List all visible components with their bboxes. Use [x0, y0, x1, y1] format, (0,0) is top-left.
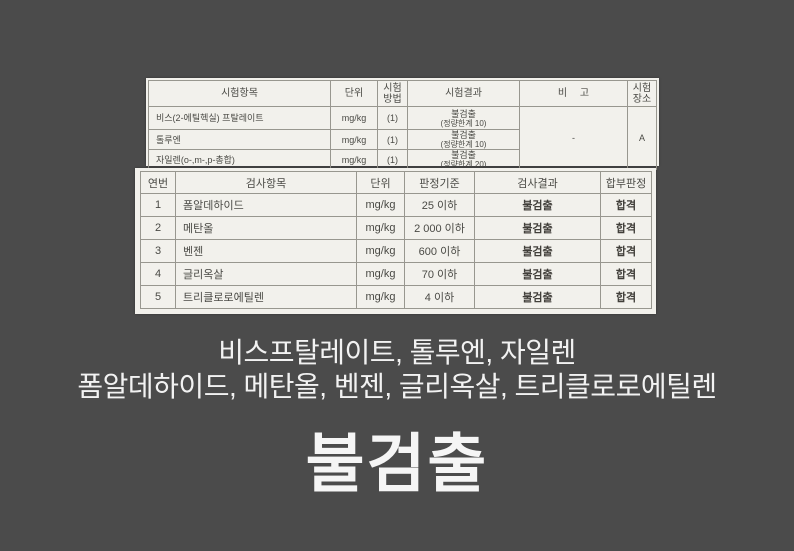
table-row: 비스(2-에틸헥실) 프탈레이트 mg/kg (1) 불검출 (정량한계 10)… [148, 106, 657, 170]
cell-inspection-item: 트리클로로에틸렌 [175, 285, 357, 309]
cell-method: (1) [377, 149, 408, 170]
test-result-table: 시험항목 단위 시험 방법 시험결과 비 고 시험 장소 비스(2-에틸헥실) … [148, 80, 657, 170]
cell-unit: mg/kg [356, 262, 405, 286]
header-unit: 단위 [330, 80, 378, 107]
cell-no: 5 [140, 285, 176, 309]
result-value: 불검출 [451, 150, 476, 161]
table-row: 1 폼알데하이드 mg/kg 25 이하 불검출 합격 [140, 193, 652, 217]
scan-test-report-bottom: 연번 검사항목 단위 판정기준 검사결과 합부판정 1 폼알데하이드 mg/kg… [135, 168, 656, 314]
cell-unit: mg/kg [330, 149, 378, 170]
table-row: 톨루엔 mg/kg (1) 불검출 (정량한계 10) [148, 129, 657, 150]
cell-criteria: 4 이하 [404, 285, 475, 309]
cell-test-item: 톨루엔 [148, 129, 331, 150]
cell-criteria: 2 000 이하 [404, 216, 475, 240]
cell-no: 1 [140, 193, 176, 217]
cell-result: 불검출 [474, 285, 601, 309]
table-row: 2 메탄올 mg/kg 2 000 이하 불검출 합격 [140, 216, 652, 240]
cell-unit: mg/kg [356, 193, 405, 217]
header-no: 연번 [140, 171, 176, 194]
cell-result: 불검출 (정량한계 20) [407, 149, 520, 170]
cell-no: 3 [140, 239, 176, 263]
table-row: 3 벤젠 mg/kg 600 이하 불검출 합격 [140, 239, 652, 263]
cell-result: 불검출 (정량한계 10) [407, 129, 520, 150]
cell-method: (1) [377, 106, 408, 130]
header-test-location: 시험 장소 [627, 80, 657, 107]
cell-verdict: 합격 [600, 239, 652, 263]
cell-unit: mg/kg [356, 285, 405, 309]
cell-result: 불검출 [474, 193, 601, 217]
result-value: 불검출 [451, 130, 476, 141]
header-verdict: 합부판정 [600, 171, 652, 194]
result-value: 불검출 [451, 108, 476, 119]
cell-verdict: 합격 [600, 285, 652, 309]
header-test-result: 시험결과 [407, 80, 520, 107]
inspection-result-table: 연번 검사항목 단위 판정기준 검사결과 합부판정 1 폼알데하이드 mg/kg… [140, 171, 652, 309]
result-limit: (정량한계 20) [440, 160, 487, 169]
header-test-item: 시험항목 [148, 80, 331, 107]
cell-verdict: 합격 [600, 216, 652, 240]
table-row: 4 글리옥살 mg/kg 70 이하 불검출 합격 [140, 262, 652, 286]
cell-remark: - [519, 106, 628, 170]
cell-result: 불검출 [474, 216, 601, 240]
cell-inspection-item: 벤젠 [175, 239, 357, 263]
cell-no: 2 [140, 216, 176, 240]
header-test-method: 시험 방법 [377, 80, 408, 107]
table-header-row: 시험항목 단위 시험 방법 시험결과 비 고 시험 장소 [148, 80, 657, 107]
cell-criteria: 600 이하 [404, 239, 475, 263]
header-inspection-item: 검사항목 [175, 171, 357, 194]
cell-unit: mg/kg [356, 239, 405, 263]
result-limit: (정량한계 10) [440, 118, 487, 128]
header-criteria: 판정기준 [404, 171, 475, 194]
cell-result: 불검출 [474, 239, 601, 263]
cell-verdict: 합격 [600, 262, 652, 286]
caption-line-2: 폼알데하이드, 메탄올, 벤젠, 글리옥살, 트리클로로에틸렌 [77, 371, 717, 402]
cell-test-item: 비스(2-에틸헥실) 프탈레이트 [148, 106, 331, 130]
scan-test-report-top: 시험항목 단위 시험 방법 시험결과 비 고 시험 장소 비스(2-에틸헥실) … [146, 78, 659, 170]
substance-caption: 비스프탈레이트, 톨루엔, 자일렌 폼알데하이드, 메탄올, 벤젠, 글리옥살,… [0, 336, 794, 404]
cell-verdict: 합격 [600, 193, 652, 217]
cell-location: A [627, 106, 657, 170]
not-detected-headline: 불검출 [305, 428, 489, 500]
caption-line-1: 비스프탈레이트, 톨루엔, 자일렌 [218, 337, 576, 368]
cell-inspection-item: 메탄올 [175, 216, 357, 240]
cell-test-item: 자일렌(o-,m-,p-총합) [148, 149, 331, 170]
header-inspection-result: 검사결과 [474, 171, 601, 194]
cell-result: 불검출 [474, 262, 601, 286]
table-row: 5 트리클로로에틸렌 mg/kg 4 이하 불검출 합격 [140, 285, 652, 309]
cell-method: (1) [377, 129, 408, 150]
cell-unit: mg/kg [330, 106, 378, 130]
cell-inspection-item: 글리옥살 [175, 262, 357, 286]
header-remark: 비 고 [519, 80, 628, 107]
cell-criteria: 25 이하 [404, 193, 475, 217]
header-unit: 단위 [356, 171, 405, 194]
cell-no: 4 [140, 262, 176, 286]
cell-result: 불검출 (정량한계 10) [407, 106, 520, 130]
cell-inspection-item: 폼알데하이드 [175, 193, 357, 217]
result-limit: (정량한계 10) [440, 140, 487, 149]
table-header-row: 연번 검사항목 단위 판정기준 검사결과 합부판정 [140, 171, 652, 194]
cell-unit: mg/kg [356, 216, 405, 240]
cell-criteria: 70 이하 [404, 262, 475, 286]
cell-unit: mg/kg [330, 129, 378, 150]
